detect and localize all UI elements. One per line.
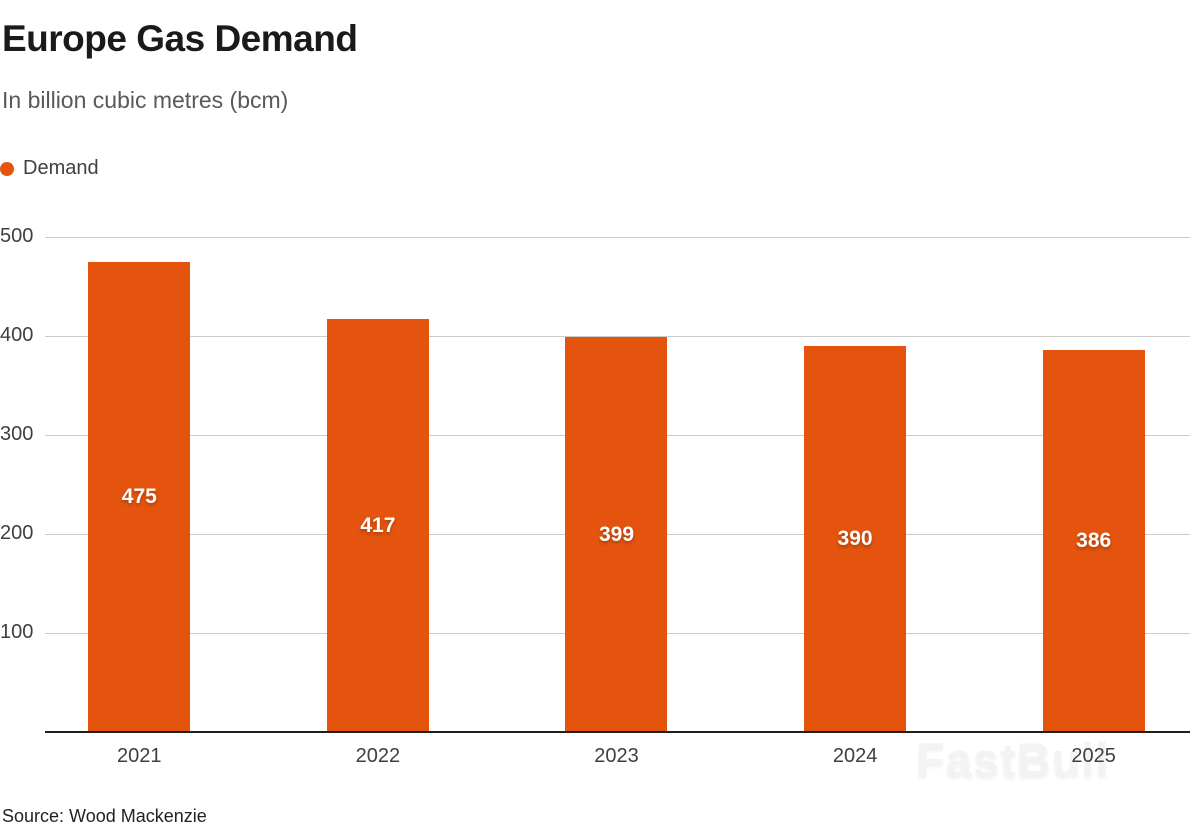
- x-axis-label-2022: 2022: [355, 745, 401, 767]
- bar-2024: 390: [804, 345, 907, 732]
- y-tick-label-400: 400: [0, 324, 34, 347]
- bar-column-2025: 386: [974, 237, 1190, 732]
- bars-layer: 475 417 399 390 386: [20, 237, 1190, 732]
- bar-2021: 475: [88, 261, 191, 732]
- y-tick-label-100: 100: [0, 621, 34, 644]
- chart-subtitle: In billion cubic metres (bcm): [2, 87, 289, 113]
- bar-value-label-2024: 390: [837, 526, 873, 550]
- bar-2023: 399: [565, 337, 668, 732]
- gridline-500: [45, 237, 1190, 238]
- bar-value-label-2021: 475: [121, 484, 157, 508]
- source-note: Source: Wood Mackenzie: [2, 806, 207, 826]
- y-tick-label-300: 300: [0, 423, 34, 446]
- bar-column-2024: 390: [736, 237, 975, 732]
- y-tick-label-500: 500: [0, 225, 34, 248]
- x-axis-label-2023: 2023: [594, 745, 639, 767]
- x-axis-label-2021: 2021: [117, 745, 162, 767]
- x-axis-labels: 2021 2022 2023 2024 2025: [20, 745, 1190, 768]
- bar-column-2023: 399: [497, 237, 736, 732]
- bar-2022: 417: [326, 319, 429, 732]
- plot-area: 475 417 399 390 386 100 200 300 400 500: [0, 225, 1190, 733]
- page-title: Europe Gas Demand: [2, 18, 358, 59]
- chart-legend: Demand: [0, 157, 99, 180]
- watermark: FastBull: [916, 733, 1110, 786]
- y-tick-label-200: 200: [0, 522, 34, 545]
- x-axis-label-2024: 2024: [832, 745, 878, 767]
- bar-2025: 386: [1042, 349, 1145, 732]
- bar-value-label-2025: 386: [1076, 528, 1112, 552]
- bar-value-label-2022: 417: [360, 513, 396, 537]
- bar-column-2021: 475: [20, 237, 259, 732]
- bar-value-label-2023: 399: [598, 522, 635, 546]
- legend-dot-icon: [0, 161, 14, 176]
- gridline-400: [45, 336, 1190, 337]
- legend-label: Demand: [23, 157, 99, 179]
- x-axis-line: [45, 731, 1190, 733]
- bar-column-2022: 417: [259, 237, 498, 732]
- x-axis-label-2025: 2025: [1071, 745, 1116, 767]
